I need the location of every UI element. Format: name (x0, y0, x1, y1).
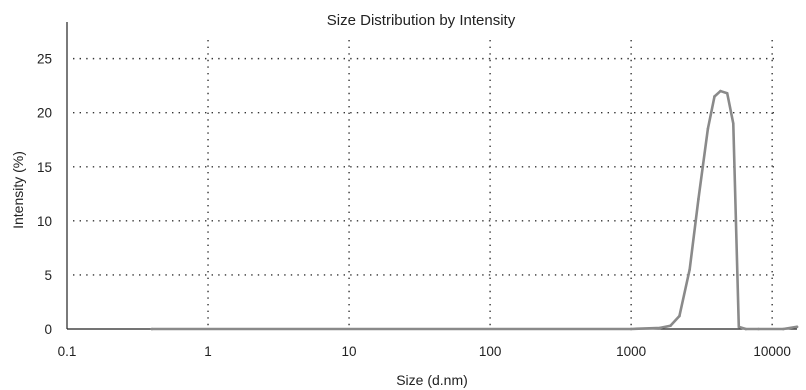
data-point (150, 327, 154, 331)
series-layer (150, 89, 799, 331)
data-point (688, 268, 691, 271)
x-tick-label-3: 100 (479, 344, 502, 359)
data-point (678, 314, 681, 318)
grid (73, 40, 778, 327)
data-point (719, 89, 722, 93)
y-tick-label-5: 25 (37, 52, 52, 67)
y-tick-label-2: 10 (37, 214, 52, 229)
x-tick-label-0: 0.1 (58, 344, 77, 359)
y-tick-label-0: 0 (44, 322, 52, 337)
data-point (713, 95, 716, 98)
series-line-0 (150, 89, 799, 331)
x-axis-label: Size (d.nm) (396, 372, 468, 388)
data-point (731, 122, 735, 125)
y-tick-label-4: 20 (37, 106, 52, 121)
x-tick-label-2: 10 (342, 344, 357, 359)
data-point (795, 325, 799, 329)
data-point (782, 327, 785, 331)
y-axis-label: Intensity (%) (10, 151, 26, 229)
data-point (737, 325, 741, 329)
data-point (658, 326, 662, 330)
data-point (744, 327, 748, 331)
data-point (697, 197, 700, 201)
x-tick-label-1: 1 (204, 344, 212, 359)
data-point (706, 127, 710, 131)
chart-title: Size Distribution by Intensity (327, 12, 516, 29)
data-point (629, 327, 633, 331)
y-tick-label-3: 15 (37, 160, 52, 175)
x-tick-label-5: 10000 (753, 344, 791, 359)
y-tick-label-1: 5 (44, 268, 52, 283)
data-point (669, 324, 672, 328)
data-point (725, 91, 729, 95)
tick-labels: 0 5 10 15 20 25 0.1 1 10 100 1000 10000 (37, 52, 791, 359)
x-tick-label-4: 1000 (616, 344, 646, 359)
data-point (757, 327, 760, 331)
